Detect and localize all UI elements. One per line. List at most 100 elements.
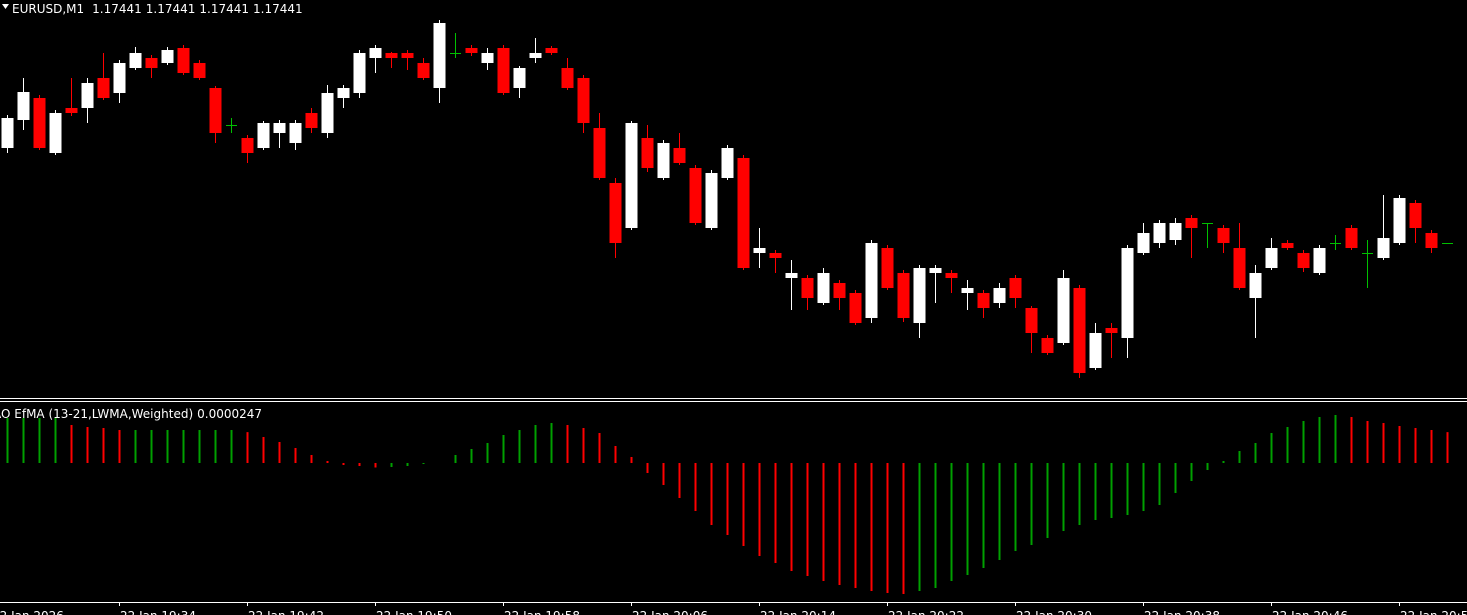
- candle-body: [865, 243, 878, 318]
- candle-body: [385, 53, 398, 58]
- candle-body: [161, 50, 174, 63]
- candle-body: [1393, 198, 1406, 243]
- candle-body: [577, 78, 590, 123]
- x-tick-label: 22 Jan 20:22: [888, 609, 964, 615]
- candle-body: [1377, 238, 1390, 258]
- candle-body: [241, 138, 254, 153]
- candle-body: [657, 143, 670, 178]
- candle-body: [49, 113, 62, 153]
- candle-body: [849, 293, 862, 323]
- candle-body: [193, 63, 206, 78]
- candle-body: [1121, 248, 1134, 338]
- candle-body: [705, 173, 718, 228]
- candle-body: [353, 53, 366, 93]
- candle-body: [593, 128, 606, 178]
- candle-body: [305, 113, 318, 128]
- candle-body: [513, 68, 526, 88]
- candle-body: [817, 273, 830, 303]
- candle-body: [1281, 243, 1294, 248]
- candle-body: [481, 53, 494, 63]
- indicator-value: 0.0000247: [197, 407, 262, 421]
- candle-body: [785, 273, 798, 278]
- candle-body: [1313, 248, 1326, 273]
- candle-body: [33, 98, 46, 148]
- candle-body: [1041, 338, 1054, 353]
- candle-body: [625, 123, 638, 228]
- candle-body: [177, 48, 190, 73]
- x-tick-label: 22 Jan 19:42: [248, 609, 324, 615]
- last-open: 1.17441: [92, 2, 142, 16]
- candle-body: [401, 53, 414, 58]
- candle-body: [289, 123, 302, 143]
- candle-body: [1249, 273, 1262, 298]
- x-tick-label: 22 Jan 2026: [0, 609, 64, 615]
- indicator-label: AO EfMA (13-21,LWMA,Weighted) 0.0000247: [0, 407, 262, 421]
- candle-body: [369, 48, 382, 58]
- candle-body: [689, 168, 702, 223]
- indicator-name: AO EfMA (13-21,LWMA,Weighted): [0, 407, 193, 421]
- candle-body: [1217, 228, 1230, 243]
- candle-body: [913, 268, 926, 323]
- candle-body: [1409, 203, 1422, 228]
- candle-body: [929, 268, 942, 273]
- candle-body: [257, 123, 270, 148]
- candle-body: [897, 273, 910, 318]
- candle-body: [1009, 278, 1022, 298]
- x-tick-label: 22 Jan 20:38: [1144, 609, 1220, 615]
- candle-body: [961, 288, 974, 293]
- candle-body: [529, 53, 542, 58]
- candle-body: [433, 23, 446, 88]
- candle-body: [321, 93, 334, 133]
- candle-body: [113, 63, 126, 93]
- candle-body: [1297, 253, 1310, 268]
- candle-body: [737, 158, 750, 268]
- candle-body: [145, 58, 158, 68]
- candle-body: [465, 48, 478, 53]
- candle-body: [945, 273, 958, 278]
- candle-body: [1185, 218, 1198, 228]
- candle-body: [97, 78, 110, 98]
- candle-body: [17, 92, 30, 120]
- candle-body: [721, 148, 734, 178]
- chart-title: EURUSD,M1 1.17441 1.17441 1.17441 1.17441: [12, 2, 303, 16]
- candle-body: [1057, 278, 1070, 343]
- x-tick-label: 22 Jan 20:06: [632, 609, 708, 615]
- candle-body: [801, 278, 814, 298]
- candle-body: [673, 148, 686, 163]
- candle-body: [993, 288, 1006, 303]
- candle-body: [1153, 223, 1166, 243]
- candle-body: [881, 248, 894, 288]
- candle-body: [1137, 233, 1150, 253]
- x-tick-label: 22 Jan 20:46: [1272, 609, 1348, 615]
- candle-body: [129, 53, 142, 68]
- candle-body: [1, 118, 14, 148]
- candle-body: [337, 88, 350, 98]
- candle-body: [833, 283, 846, 298]
- last-close: 1.17441: [253, 2, 303, 16]
- candle-body: [1233, 248, 1246, 288]
- x-tick-label: 22 Jan 19:58: [504, 609, 580, 615]
- candle-body: [1025, 308, 1038, 333]
- symbol: EURUSD,M1: [12, 2, 84, 16]
- x-tick-label: 22 Jan 19:34: [120, 609, 196, 615]
- candle-body: [561, 68, 574, 88]
- chart-menu-icon[interactable]: [2, 4, 9, 9]
- candle-body: [1073, 288, 1086, 373]
- x-tick-label: 22 Jan 20:14: [760, 609, 836, 615]
- candle-body: [1265, 248, 1278, 268]
- candle-body: [1105, 328, 1118, 333]
- last-low: 1.17441: [199, 2, 249, 16]
- candle-body: [65, 108, 78, 113]
- candle-body: [209, 88, 222, 133]
- candle-body: [1169, 223, 1182, 240]
- candle-body: [769, 253, 782, 258]
- candle-body: [641, 138, 654, 168]
- candle-body: [1345, 228, 1358, 248]
- candle-body: [977, 293, 990, 308]
- candle-body: [1425, 233, 1438, 248]
- last-high: 1.17441: [146, 2, 196, 16]
- candle-body: [81, 83, 94, 108]
- candle-body: [497, 48, 510, 93]
